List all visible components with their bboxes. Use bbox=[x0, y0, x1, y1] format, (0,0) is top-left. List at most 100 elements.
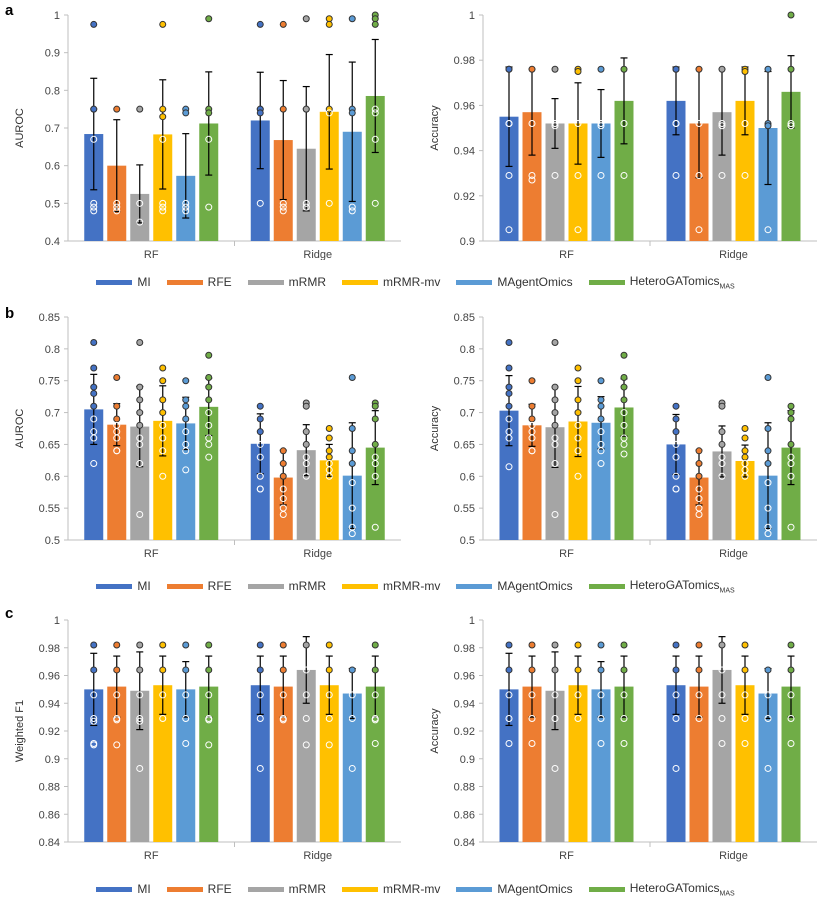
data-point bbox=[113, 374, 121, 382]
bar-rfe-rf bbox=[107, 424, 127, 540]
data-point bbox=[113, 691, 121, 699]
data-point bbox=[551, 119, 559, 127]
data-point bbox=[256, 666, 264, 674]
y-axis-title: Accuracy bbox=[429, 405, 441, 451]
data-point bbox=[672, 119, 680, 127]
bar-heterogatomics-rf bbox=[199, 123, 219, 241]
data-point bbox=[597, 447, 605, 455]
data-point bbox=[182, 402, 190, 410]
y-tick-label: 0.98 bbox=[454, 643, 475, 655]
bar-mi-rf bbox=[84, 689, 104, 842]
legend-item-mrmr: mRMR bbox=[247, 275, 326, 289]
data-point bbox=[597, 666, 605, 674]
data-point bbox=[182, 207, 190, 215]
data-point bbox=[597, 460, 605, 468]
bar-heterogatomics-ridge bbox=[365, 686, 385, 842]
panel-label-a: a bbox=[5, 2, 14, 19]
data-point bbox=[620, 171, 628, 179]
data-point bbox=[256, 764, 264, 772]
data-point bbox=[741, 171, 749, 179]
data-point bbox=[348, 109, 356, 117]
data-point bbox=[672, 402, 680, 410]
legend-label: mRMR bbox=[288, 882, 326, 896]
data-point bbox=[205, 409, 213, 417]
legend-label: mRMR-mv bbox=[383, 579, 441, 593]
data-point bbox=[371, 402, 379, 410]
data-point bbox=[348, 504, 356, 512]
data-point bbox=[348, 715, 356, 723]
data-point bbox=[505, 338, 513, 346]
data-point bbox=[325, 15, 333, 23]
bar-magentomics-rf bbox=[591, 123, 611, 241]
data-point bbox=[695, 715, 703, 723]
data-point bbox=[302, 402, 310, 410]
data-point bbox=[279, 485, 287, 493]
data-point bbox=[90, 741, 98, 749]
data-point bbox=[136, 421, 144, 429]
legend-item-mrmr-mv: mRMR-mv bbox=[342, 275, 440, 289]
legend-b: MI RFE mRMR mRMR-mv MAgentOmics HeteroGA… bbox=[0, 578, 831, 594]
y-tick-label: 0.84 bbox=[454, 837, 475, 849]
data-point bbox=[718, 428, 726, 436]
data-point bbox=[205, 135, 213, 143]
bar-heterogatomics-ridge bbox=[781, 447, 801, 540]
data-point bbox=[279, 447, 287, 455]
legend-label: RFE bbox=[207, 275, 232, 289]
data-point bbox=[90, 20, 98, 28]
data-point bbox=[279, 511, 287, 519]
data-point bbox=[159, 434, 167, 442]
data-point bbox=[182, 199, 190, 207]
data-point bbox=[574, 377, 582, 385]
data-point bbox=[113, 203, 121, 211]
data-point bbox=[279, 691, 287, 699]
data-point bbox=[205, 396, 213, 404]
bar-magentomics-rf bbox=[591, 422, 611, 540]
data-point bbox=[528, 691, 536, 699]
data-point bbox=[574, 119, 582, 127]
data-point bbox=[90, 434, 98, 442]
data-point bbox=[325, 425, 333, 432]
data-point bbox=[574, 364, 582, 372]
data-point bbox=[256, 199, 264, 207]
legend-item-mi: MI bbox=[96, 579, 151, 593]
data-point bbox=[159, 691, 167, 699]
x-tick-label: RF bbox=[144, 249, 159, 260]
data-point bbox=[136, 641, 144, 649]
data-point bbox=[597, 715, 605, 723]
y-tick-label: 0.88 bbox=[454, 782, 475, 794]
data-point bbox=[620, 409, 628, 417]
data-point bbox=[325, 447, 333, 455]
data-point bbox=[113, 415, 121, 423]
data-point bbox=[159, 105, 167, 113]
data-point bbox=[764, 374, 772, 382]
data-point bbox=[182, 203, 190, 211]
legend-label: HeteroGATomicsMAS bbox=[629, 577, 735, 595]
data-point bbox=[348, 666, 356, 674]
legend-a: MI RFE mRMR mRMR-mv MAgentOmics HeteroGA… bbox=[0, 274, 831, 290]
data-point bbox=[620, 691, 628, 699]
legend-item-heterogatomics: HeteroGATomicsMAS bbox=[588, 577, 735, 595]
data-point bbox=[325, 741, 333, 749]
data-point bbox=[256, 715, 264, 723]
data-point bbox=[159, 364, 167, 372]
data-point bbox=[182, 666, 190, 674]
legend-label: MI bbox=[137, 275, 151, 289]
data-point bbox=[672, 65, 680, 73]
data-point bbox=[371, 691, 379, 699]
data-point bbox=[159, 396, 167, 404]
legend-label: RFE bbox=[207, 882, 232, 896]
data-point bbox=[528, 377, 536, 385]
data-point bbox=[695, 65, 703, 73]
data-point bbox=[159, 409, 167, 417]
data-point bbox=[787, 122, 795, 130]
data-point bbox=[597, 119, 605, 127]
legend-label: HeteroGATomicsMAS bbox=[629, 880, 735, 898]
data-point bbox=[741, 447, 749, 455]
bar-rfe-ridge bbox=[273, 686, 293, 842]
data-point bbox=[113, 641, 121, 649]
chart-a-right: 0.9 0.92 0.94 0.96 0.98 1 Accuracy RF Ridge bbox=[429, 10, 817, 260]
data-point bbox=[741, 68, 749, 75]
bar-heterogatomics-ridge bbox=[781, 91, 801, 241]
data-point bbox=[695, 666, 703, 674]
data-point bbox=[718, 402, 726, 410]
